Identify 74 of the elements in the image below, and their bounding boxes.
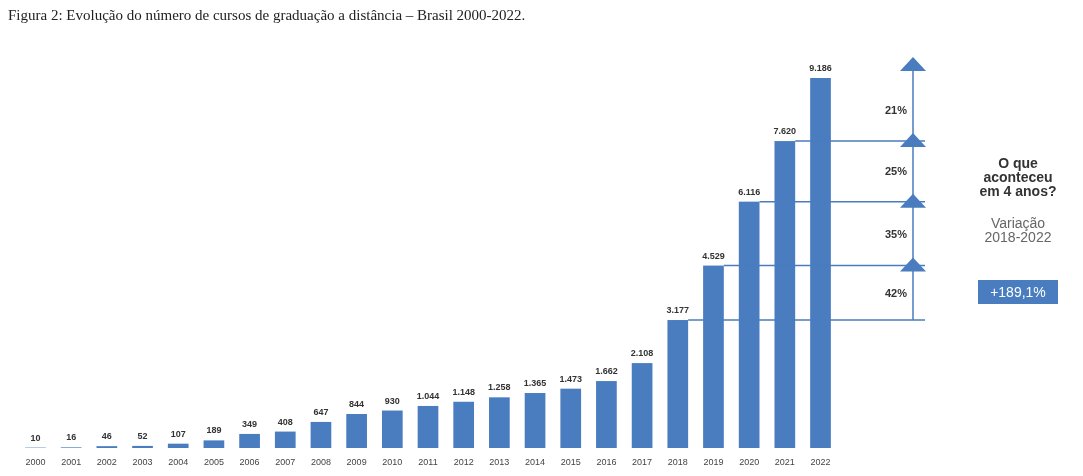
bar xyxy=(560,388,582,448)
bar xyxy=(631,363,653,448)
x-tick-label: 2005 xyxy=(203,457,224,467)
bar xyxy=(738,201,760,448)
bar xyxy=(524,393,546,448)
data-label: 349 xyxy=(242,418,258,429)
bar xyxy=(274,431,296,448)
bar xyxy=(132,445,153,448)
text: 42% xyxy=(884,286,908,299)
text: 21% xyxy=(884,103,908,116)
data-label: 1.258 xyxy=(488,382,511,393)
data-label: 930 xyxy=(384,395,400,406)
data-label: 6.116 xyxy=(738,186,761,197)
x-tick-label: 2012 xyxy=(453,457,474,467)
data-label: 189 xyxy=(206,425,222,436)
data-label: 107 xyxy=(170,428,186,439)
bar xyxy=(489,397,510,448)
x-tick-label: 2000 xyxy=(25,457,46,467)
bar xyxy=(667,320,689,448)
bar xyxy=(239,433,260,448)
x-tick-label: 2006 xyxy=(239,457,260,467)
data-label: 844 xyxy=(349,399,365,409)
data-label: 408 xyxy=(277,416,293,427)
bar xyxy=(310,421,332,448)
x-tick-label: 2007 xyxy=(275,457,296,467)
x-tick-label: 2022 xyxy=(810,457,831,467)
data-label: 1.148 xyxy=(452,386,475,397)
bar xyxy=(810,78,831,448)
bar xyxy=(346,414,367,448)
data-label: 4.529 xyxy=(702,250,725,261)
data-label: 16 xyxy=(66,432,77,443)
bar xyxy=(703,265,724,448)
x-tick-label: 2008 xyxy=(310,457,331,467)
bar xyxy=(167,443,189,448)
data-label: 1.662 xyxy=(595,366,618,377)
data-label: 9.186 xyxy=(809,63,832,73)
bar xyxy=(381,410,403,448)
data-label: 647 xyxy=(313,406,329,417)
data-label: 46 xyxy=(101,431,112,442)
data-label: 7.620 xyxy=(773,126,797,137)
x-tick-label: 2001 xyxy=(61,457,82,467)
text: 35% xyxy=(884,227,908,240)
data-label: 1.365 xyxy=(523,378,547,389)
x-tick-label: 2004 xyxy=(168,457,189,467)
x-tick-label: 2003 xyxy=(132,457,153,467)
data-label: 3.177 xyxy=(666,305,690,316)
text: 25% xyxy=(884,165,908,178)
data-label: 52 xyxy=(137,430,148,441)
data-label: 1.473 xyxy=(559,373,582,384)
bar xyxy=(596,381,617,448)
x-tick-label: 2014 xyxy=(525,457,546,467)
x-tick-label: 2018 xyxy=(667,457,688,467)
x-tick-label: 2013 xyxy=(489,457,510,467)
bar xyxy=(417,405,439,448)
text: O que aconteceu em 4 anos? xyxy=(979,155,1057,199)
x-tick-label: 2009 xyxy=(346,457,367,467)
x-tick-label: 2011 xyxy=(418,457,438,467)
text: +189,1% xyxy=(990,284,1046,300)
x-tick-label: 2010 xyxy=(382,457,403,467)
x-tick-label: 2015 xyxy=(560,457,581,467)
data-label: 1.044 xyxy=(416,390,440,401)
data-label: 10 xyxy=(30,432,41,443)
x-tick-label: 2020 xyxy=(739,457,760,467)
x-tick-label: 2021 xyxy=(774,457,795,467)
data-label: 2.108 xyxy=(630,348,654,359)
x-tick-label: 2019 xyxy=(703,457,724,467)
x-tick-label: 2002 xyxy=(96,457,117,467)
bar xyxy=(203,440,225,448)
x-tick-label: 2017 xyxy=(632,457,653,467)
chart-title: Figura 2: Evolução do número de cursos de graduação a distância – Brasil 2000-2022. xyxy=(8,7,526,23)
bar xyxy=(774,141,796,448)
x-tick-label: 2016 xyxy=(596,457,617,467)
bar xyxy=(453,401,475,448)
text: Variação 2018-2022 xyxy=(984,215,1052,245)
